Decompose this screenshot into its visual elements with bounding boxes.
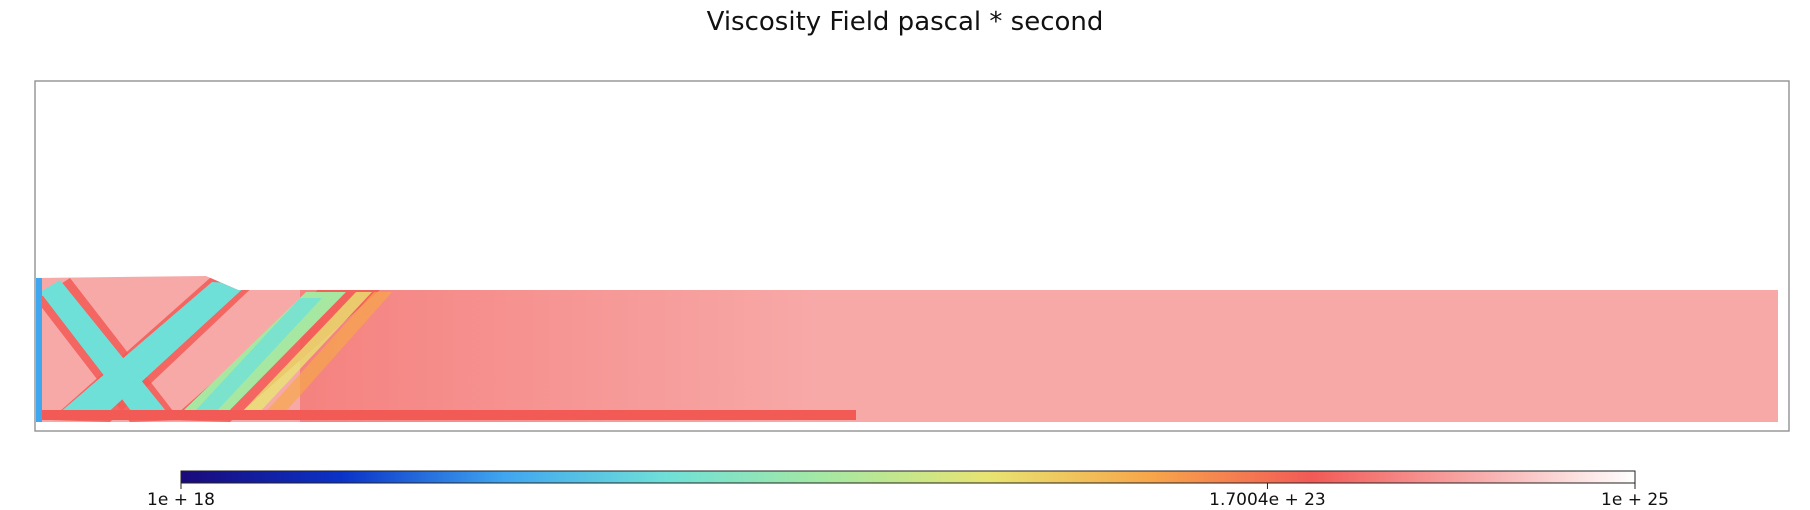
colorbar-rect bbox=[180, 470, 1636, 484]
shear-bands bbox=[36, 278, 392, 422]
basal-layer bbox=[36, 410, 856, 420]
colorbar-tick-label: 1e + 18 bbox=[147, 490, 215, 510]
colorbar-tick-label: 1e + 25 bbox=[1601, 490, 1669, 510]
shear-band-core bbox=[58, 282, 248, 418]
shear-band-core bbox=[196, 298, 322, 414]
colorbar-tick-label: 1.7004e + 23 bbox=[1209, 490, 1326, 510]
chart-title: Viscosity Field pascal * second bbox=[707, 7, 1104, 37]
shear-band-fringe bbox=[262, 292, 392, 418]
viscosity-field bbox=[36, 276, 1778, 422]
shear-band-fringe bbox=[240, 292, 372, 416]
field-wake bbox=[300, 288, 820, 422]
colorbar-ticks: 1e + 18 1.7004e + 23 1e + 25 bbox=[147, 483, 1669, 510]
left-wall bbox=[36, 278, 42, 422]
colorbar: 1e + 18 1.7004e + 23 1e + 25 bbox=[147, 470, 1669, 510]
